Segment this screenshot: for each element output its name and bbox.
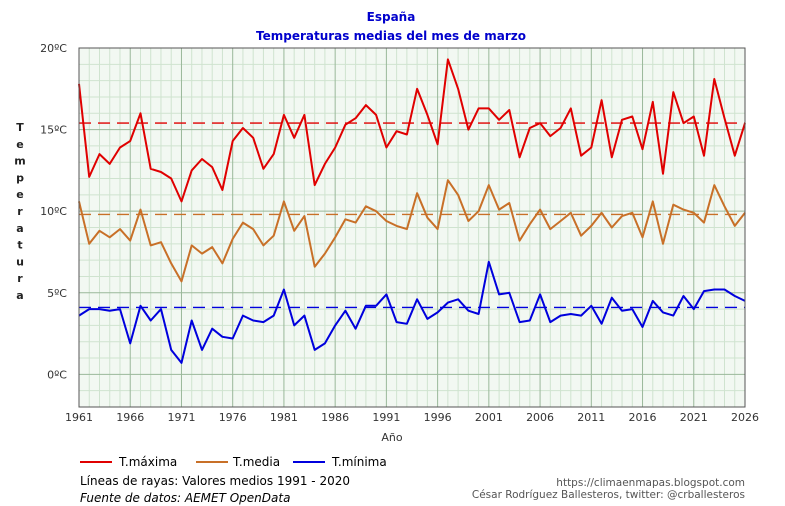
chart-title: España <box>367 10 416 24</box>
y-axis-label-letter: u <box>16 255 24 268</box>
chart-subtitle: Temperaturas medias del mes de marzo <box>256 29 526 43</box>
x-tick-label: 1996 <box>424 411 452 424</box>
x-tick-label: 2026 <box>731 411 759 424</box>
x-tick-label: 1986 <box>321 411 349 424</box>
y-axis-label-letter: e <box>16 188 23 201</box>
y-axis-label-letter: p <box>16 171 24 184</box>
plot-frame <box>78 47 746 408</box>
legend-label-max: T.máxima <box>118 455 177 469</box>
y-tick-label: 15ºC <box>40 124 67 137</box>
x-tick-label: 1971 <box>167 411 195 424</box>
x-tick-label: 1976 <box>219 411 247 424</box>
x-tick-label: 2016 <box>629 411 657 424</box>
y-axis-label-letter: e <box>16 138 23 151</box>
legend-label-min: T.mínima <box>331 455 387 469</box>
series-line-mean <box>78 179 746 283</box>
x-tick-labels: 1961 1966 1971 1976 1981 1986 1991 1996 2001 2006… <box>65 411 759 424</box>
x-tick-label: 2011 <box>577 411 605 424</box>
y-axis-label: Temperatura <box>14 121 25 302</box>
x-tick-label: 1981 <box>270 411 298 424</box>
x-tick-label: 2001 <box>475 411 503 424</box>
y-tick-label: 10ºC <box>40 205 67 218</box>
y-axis-label-letter: m <box>14 155 25 168</box>
mean-lines-note: Líneas de rayas: Valores medios 1991 - 2… <box>80 474 350 488</box>
x-tick-label: 1966 <box>116 411 144 424</box>
y-axis-label-letter: r <box>17 205 23 218</box>
credit-url[interactable]: https://climaenmapas.blogspot.com <box>556 477 745 489</box>
series-lines <box>78 58 746 364</box>
x-tick-label: 2006 <box>526 411 554 424</box>
y-axis-label-letter: T <box>16 121 24 134</box>
y-axis-label-letter: a <box>16 289 23 302</box>
credit-author: César Rodríguez Ballesteros, twitter: @c… <box>472 489 745 501</box>
y-tick-label: 0ºC <box>47 368 67 381</box>
x-tick-label: 1961 <box>65 411 93 424</box>
series-line-min <box>78 260 746 364</box>
legend-label-mean: T.media <box>232 455 280 469</box>
y-tick-label: 5ºC <box>47 287 67 300</box>
y-tick-label: 20ºC <box>40 42 67 55</box>
y-axis-label-letter: a <box>16 222 23 235</box>
grid-minor <box>79 48 745 408</box>
y-tick-labels: 0ºC 5ºC 10ºC 15ºC 20ºC <box>40 42 67 381</box>
x-axis-label: Año <box>381 431 402 444</box>
series-line-max <box>78 58 746 203</box>
x-tick-label: 2021 <box>680 411 708 424</box>
x-tick-label: 1991 <box>372 411 400 424</box>
y-axis-label-letter: r <box>17 272 23 285</box>
data-source: Fuente de datos: AEMET OpenData <box>80 491 290 505</box>
y-axis-label-letter: t <box>17 239 22 252</box>
